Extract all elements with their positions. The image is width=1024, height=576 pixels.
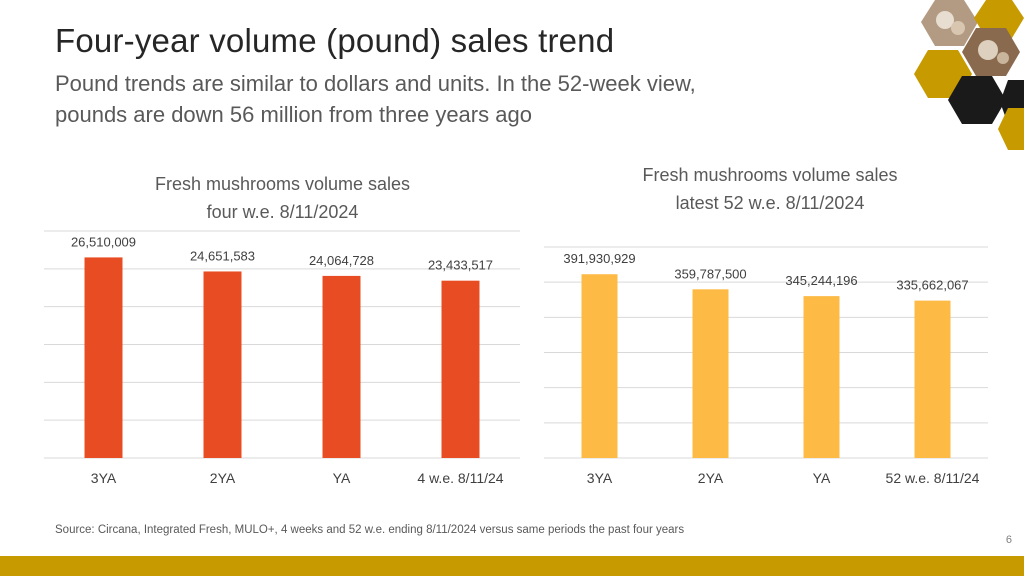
right-category-label: 2YA (698, 470, 724, 486)
hex-gold-3 (998, 108, 1024, 150)
left-data-label: 26,510,009 (71, 234, 136, 249)
left-data-label: 24,064,728 (309, 253, 374, 268)
left-bar-4-w-e-8-11-24 (441, 280, 480, 458)
left-chart-title-line-1: Fresh mushrooms volume sales (154, 174, 411, 194)
right-data-label: 345,244,196 (785, 273, 857, 288)
source-note: Source: Circana, Integrated Fresh, MULO+… (55, 524, 685, 536)
left-data-label: 23,433,517 (428, 258, 493, 273)
left-bar-3ya (84, 257, 123, 458)
left-chart-title: Fresh mushrooms volume sales four w.e. 8… (100, 170, 465, 226)
mushroom-cap-4 (997, 52, 1009, 64)
mushroom-cap-3 (978, 40, 998, 60)
subtitle-line-1: Pound trends are similar to dollars and … (55, 71, 696, 96)
right-category-label: 52 w.e. 8/11/24 (886, 470, 980, 486)
hex-black-1 (948, 76, 1006, 124)
left-data-label: 24,651,583 (190, 248, 255, 263)
right-chart-title-line-1: Fresh mushrooms volume sales (642, 165, 898, 185)
left-bar-chart: 26,510,009 3YA 24,651,583 2YA 24,064,728 YA 23… (44, 230, 520, 486)
page-subtitle: Pound trends are similar to dollars and … (55, 68, 835, 130)
right-bar-ya (803, 296, 840, 458)
right-chart-title: Fresh mushrooms volume sales latest 52 w… (580, 161, 960, 217)
left-category-label: 2YA (210, 470, 236, 486)
left-bar-ya (322, 275, 361, 458)
left-category-label: 3YA (91, 470, 117, 486)
mushroom-cap-1 (936, 11, 954, 29)
page-title: Four-year volume (pound) sales trend (55, 22, 615, 59)
footer-bar (0, 556, 1024, 576)
right-category-label: YA (813, 470, 831, 486)
right-bar-chart: 391,930,929 3YA 359,787,500 2YA 345,244,196 Y… (544, 246, 988, 486)
left-chart-title-line-2: four w.e. 8/11/2024 (206, 202, 359, 222)
right-data-label: 335,662,067 (896, 278, 968, 293)
subtitle-line-2: pounds are down 56 million from three ye… (55, 102, 532, 127)
left-bar-2ya (203, 271, 242, 458)
mushroom-cap-2 (951, 21, 965, 35)
right-category-label: 3YA (587, 470, 613, 486)
right-data-label: 359,787,500 (674, 266, 746, 281)
left-category-label: YA (333, 470, 351, 486)
right-bar-2ya (692, 289, 729, 458)
right-bar-52-w-e-8-11-24 (914, 300, 951, 458)
right-chart-title-line-2: latest 52 w.e. 8/11/2024 (675, 193, 865, 213)
mushroom-hexagon-decoration (914, 0, 1024, 150)
right-data-label: 391,930,929 (563, 251, 635, 266)
left-category-label: 4 w.e. 8/11/24 (417, 470, 503, 486)
page-number: 6 (1005, 534, 1012, 546)
right-bar-3ya (581, 274, 618, 458)
